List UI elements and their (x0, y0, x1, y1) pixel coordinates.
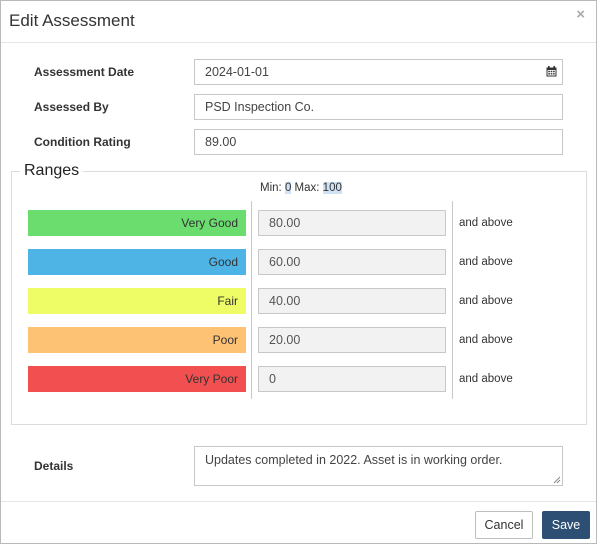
ranges-fieldset (11, 171, 587, 425)
min-label: Min: (260, 182, 282, 194)
range-divider-right (452, 201, 453, 399)
range-swatch-poor: Poor (28, 327, 246, 353)
condition-rating-label: Condition Rating (34, 135, 131, 149)
assessment-date-value: 2024-01-01 (205, 65, 269, 79)
assessment-date-field[interactable]: 2024-01-01 (194, 59, 563, 85)
max-value: 100 (322, 182, 342, 194)
range-suffix: and above (459, 334, 513, 346)
details-text: Updates completed in 2022. Asset is in w… (205, 453, 503, 467)
dialog-title: Edit Assessment (9, 11, 135, 30)
dialog-header: Edit Assessment × (1, 1, 596, 43)
assessed-by-field[interactable]: PSD Inspection Co. (194, 94, 563, 120)
range-input-very-poor[interactable]: 0 (258, 366, 446, 392)
cancel-button[interactable]: Cancel (475, 511, 533, 539)
range-input-fair[interactable]: 40.00 (258, 288, 446, 314)
range-input-good[interactable]: 60.00 (258, 249, 446, 275)
assessed-by-label: Assessed By (34, 100, 109, 114)
ranges-legend: Ranges (20, 162, 84, 180)
range-swatch-very-poor: Very Poor (28, 366, 246, 392)
condition-rating-field[interactable]: 89.00 (194, 129, 563, 155)
close-icon[interactable]: × (576, 6, 585, 23)
min-max-text: Min: 0 Max: 100 (260, 182, 342, 194)
details-label: Details (34, 459, 74, 473)
assessment-date-label: Assessment Date (34, 65, 135, 79)
details-textarea[interactable]: Updates completed in 2022. Asset is in w… (194, 446, 563, 486)
range-divider-left (251, 201, 252, 399)
range-suffix: and above (459, 373, 513, 385)
min-value: 0 (284, 182, 292, 194)
range-swatch-good: Good (28, 249, 246, 275)
calendar-icon[interactable] (546, 66, 557, 77)
range-swatch-very-good: Very Good (28, 210, 246, 236)
range-suffix: and above (459, 217, 513, 229)
range-input-poor[interactable]: 20.00 (258, 327, 446, 353)
range-input-very-good[interactable]: 80.00 (258, 210, 446, 236)
range-swatch-fair: Fair (28, 288, 246, 314)
range-suffix: and above (459, 295, 513, 307)
max-label: Max: (294, 182, 320, 194)
save-button[interactable]: Save (542, 511, 590, 539)
range-suffix: and above (459, 256, 513, 268)
footer-divider (1, 501, 596, 502)
resize-grip-icon[interactable] (553, 476, 561, 484)
